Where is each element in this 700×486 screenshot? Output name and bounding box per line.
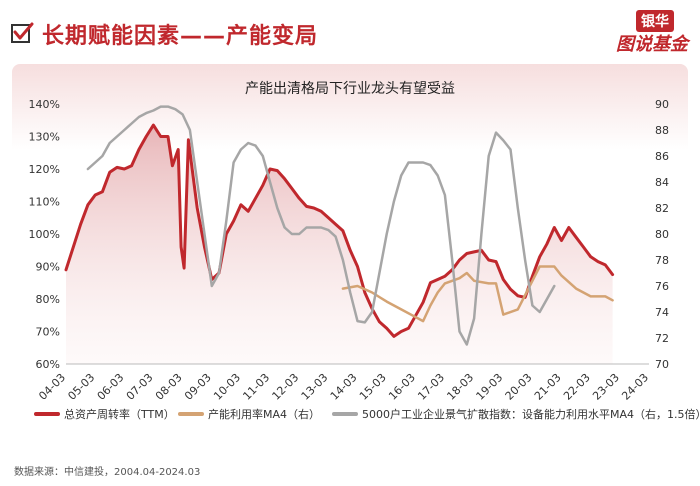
- x-tick-label: 23-03: [590, 371, 622, 403]
- brand-logo: 银华 图说基金: [592, 10, 688, 56]
- x-tick-label: 19-03: [474, 371, 506, 403]
- x-tick-label: 04-03: [36, 371, 68, 403]
- x-tick-label: 06-03: [95, 371, 127, 403]
- y-right-tick-label: 90: [655, 98, 669, 111]
- x-tick-label: 21-03: [532, 371, 564, 403]
- y-right-tick-label: 80: [655, 228, 669, 241]
- x-tick-label: 14-03: [328, 371, 360, 403]
- x-tick-label: 16-03: [386, 371, 418, 403]
- y-right-tick-label: 74: [655, 306, 669, 319]
- y-right-tick-label: 76: [655, 280, 669, 293]
- x-tick-label: 24-03: [619, 371, 651, 403]
- x-tick-label: 09-03: [182, 371, 214, 403]
- brand-logo-main: 图说基金: [616, 34, 688, 55]
- legend-label-capacity-utilization: 产能利用率MA4（右）: [208, 407, 320, 421]
- x-tick-label: 12-03: [270, 371, 302, 403]
- y-right-tick-label: 72: [655, 332, 669, 345]
- x-tick-label: 10-03: [211, 371, 243, 403]
- y-left-tick-label: 80%: [36, 293, 60, 306]
- x-tick-label: 15-03: [357, 371, 389, 403]
- x-tick-label: 13-03: [299, 371, 331, 403]
- chart-title: 产能出清格局下行业龙头有望受益: [245, 81, 455, 97]
- y-right-tick-label: 84: [655, 176, 669, 189]
- x-tick-label: 20-03: [503, 371, 535, 403]
- x-tick-label: 05-03: [65, 371, 97, 403]
- y-right-tick-label: 88: [655, 124, 669, 137]
- x-tick-label: 08-03: [153, 371, 185, 403]
- y-left-tick-label: 60%: [36, 358, 60, 371]
- page-title: 长期赋能因素——产能变局: [42, 24, 319, 49]
- legend-label-equipment-utilization-index: 5000户工业企业景气扩散指数：设备能力利用水平MA4（右，1.5倍）: [362, 407, 700, 421]
- x-tick-label: 07-03: [124, 371, 156, 403]
- x-tick-label: 22-03: [561, 371, 593, 403]
- series-line-asset-turnover: [64, 123, 615, 338]
- series-line-equipment-utilization-index: [86, 105, 556, 346]
- series-line-capacity-utilization: [341, 265, 614, 323]
- y-left-tick-label: 120%: [29, 163, 60, 176]
- x-tick-label: 11-03: [240, 371, 272, 403]
- checkbox-check-icon: [11, 22, 34, 43]
- y-left-tick-label: 140%: [29, 98, 60, 111]
- y-right-tick-label: 82: [655, 202, 669, 215]
- y-right-tick-label: 78: [655, 254, 669, 267]
- y-right-tick-label: 70: [655, 358, 669, 371]
- y-left-tick-label: 130%: [29, 131, 60, 144]
- y-left-tick-label: 70%: [36, 326, 60, 339]
- x-tick-label: 18-03: [444, 371, 476, 403]
- y-left-tick-label: 90%: [36, 261, 60, 274]
- header: 长期赋能因素——产能变局 银华 图说基金: [0, 0, 700, 62]
- y-right-tick-label: 86: [655, 150, 669, 163]
- data-source: 数据来源：中信建投，2004.04-2024.03: [14, 467, 201, 478]
- brand-logo-top: 银华: [636, 10, 674, 32]
- legend-label-asset-turnover: 总资产周转率（TTM）: [64, 407, 175, 421]
- y-left-tick-label: 110%: [29, 196, 60, 209]
- y-left-tick-label: 100%: [29, 228, 60, 241]
- x-tick-label: 17-03: [415, 371, 447, 403]
